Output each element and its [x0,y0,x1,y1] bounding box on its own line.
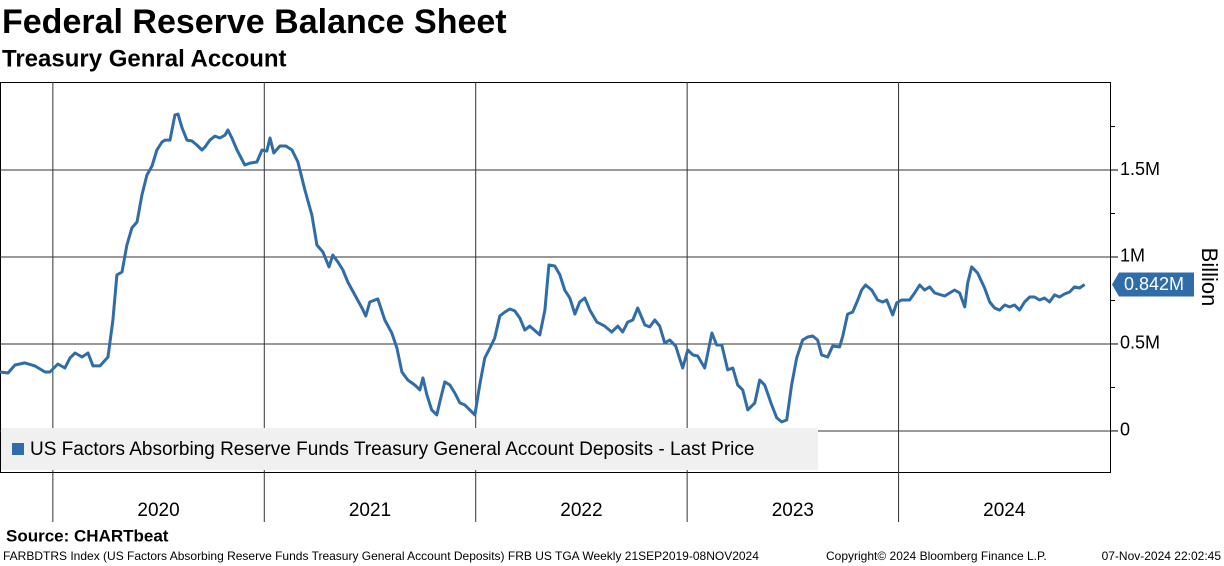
series-line [0,112,1086,424]
legend-label: US Factors Absorbing Reserve Funds Treas… [30,439,754,460]
y-tick-label: 0.5M [1120,333,1160,353]
legend-box [1,428,818,470]
source: Source: CHARTbeat [6,526,169,545]
chart-title: Federal Reserve Balance Sheet [2,3,507,41]
y-tick-label: 0 [1120,420,1130,440]
x-tick-label: 2022 [560,500,602,521]
chart-subtitle: Treasury Genral Account [2,45,287,72]
y-axis-label: Billion [1197,248,1222,307]
y-tick-label: 1M [1120,246,1145,266]
y-tick-label: 1.5M [1120,159,1160,179]
last-price-label: 0.842M [1124,274,1184,294]
footer-copyright: Copyright© 2024 Bloomberg Finance L.P. [826,549,1047,563]
last-price-badge [1112,272,1194,297]
x-tick-label: 2024 [983,500,1026,521]
x-tick-label: 2021 [349,500,391,521]
footer-left: FARBDTRS Index (US Factors Absorbing Res… [3,549,759,563]
plot-frame [0,82,1111,473]
footer-date: 07-Nov-2024 22:02:45 [1102,549,1222,563]
x-tick-label: 2020 [137,500,179,521]
x-tick-label: 2023 [772,500,814,521]
legend-swatch [12,443,24,455]
